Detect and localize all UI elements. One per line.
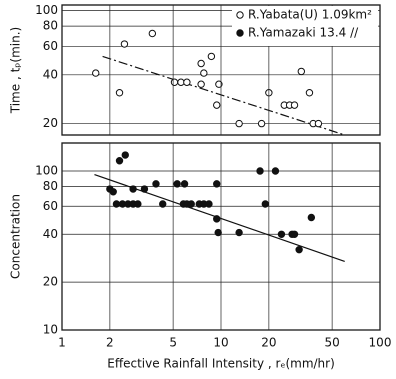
data-point	[109, 188, 117, 196]
x-tick-label: 50	[324, 336, 339, 350]
data-point	[235, 119, 243, 128]
data-point	[187, 200, 195, 208]
y-axis-label: Concentration	[9, 194, 23, 279]
x-tick-label: 10	[213, 336, 228, 350]
data-point	[215, 80, 223, 88]
data-point	[140, 185, 149, 193]
data-point	[214, 228, 222, 237]
y-tick-label: 40	[43, 227, 58, 241]
y-tick-label: 80	[43, 19, 58, 33]
data-point	[129, 185, 137, 193]
data-point	[115, 89, 124, 97]
data-point	[295, 245, 303, 254]
data-point	[148, 29, 157, 38]
x-tick-label: 2	[106, 336, 114, 350]
data-point	[257, 119, 266, 128]
data-point	[112, 200, 121, 208]
data-point	[256, 167, 264, 175]
y-tick-label: 40	[43, 67, 58, 81]
data-point	[197, 80, 205, 88]
y-tick-label: 20	[43, 116, 58, 130]
data-point	[173, 180, 181, 188]
data-point	[213, 101, 221, 109]
data-point	[305, 89, 314, 97]
x-tick-label: 20	[261, 336, 276, 350]
data-point	[205, 200, 213, 208]
x-tick-label: 5	[169, 336, 177, 350]
data-point	[92, 69, 100, 77]
data-point	[120, 40, 129, 48]
data-point	[213, 215, 221, 223]
x-axis-label: Effective Rainfall Intensity , rₑ(mm/hr)	[107, 357, 335, 371]
legend-label: R.Yamazaki 13.4 //	[248, 26, 359, 40]
y-tick-label: 100	[35, 3, 58, 17]
data-point	[307, 213, 316, 222]
legend-label: R.Yabata(U) 1.09km²	[248, 8, 372, 22]
data-point	[207, 52, 216, 61]
x-tick-label: 1	[58, 336, 66, 350]
data-point	[290, 230, 299, 238]
legend-box	[232, 6, 378, 46]
data-point	[115, 157, 124, 165]
data-point	[159, 200, 167, 208]
y-tick-label: 60	[43, 39, 58, 53]
data-point	[271, 167, 280, 175]
y-tick-label: 20	[43, 275, 58, 289]
data-point	[134, 200, 142, 208]
data-point	[297, 67, 306, 76]
data-point	[277, 230, 286, 238]
y-axis-label: Time , tₚ(min.)	[9, 27, 23, 114]
y-tick-label: 80	[43, 179, 58, 193]
data-point	[152, 180, 160, 188]
data-point	[213, 180, 221, 188]
data-point	[197, 59, 205, 68]
data-point	[235, 228, 243, 237]
data-point	[121, 151, 129, 159]
data-point	[200, 69, 208, 77]
x-tick-label: 100	[369, 336, 392, 350]
data-point	[180, 180, 189, 188]
data-point	[183, 78, 191, 86]
y-tick-label: 100	[35, 163, 58, 177]
legend-marker	[236, 11, 244, 19]
data-point	[290, 101, 299, 109]
fit-line	[102, 55, 345, 136]
data-point	[170, 78, 179, 86]
data-point	[261, 200, 270, 208]
y-tick-label: 10	[43, 323, 58, 337]
legend-marker	[236, 29, 244, 37]
y-tick-label: 60	[43, 199, 58, 213]
data-point	[314, 119, 323, 128]
